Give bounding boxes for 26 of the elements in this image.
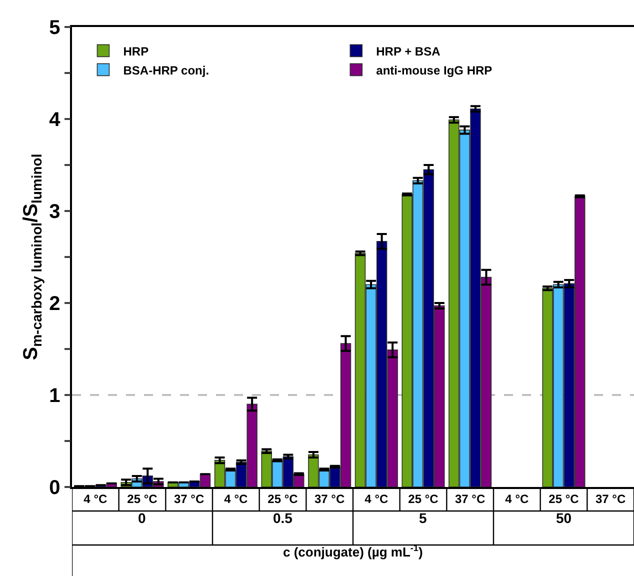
text: 5 xyxy=(419,510,427,526)
x-tick-label: 4 °C xyxy=(224,492,248,506)
legend-label: HRP xyxy=(123,44,149,58)
x-tick-label: 25 °C xyxy=(408,492,439,506)
y-tick-label: 0 xyxy=(49,477,60,499)
text: 0.5 xyxy=(273,510,293,526)
y-tick-label: 1 xyxy=(49,385,60,407)
x-tick-label: 25 °C xyxy=(268,492,298,506)
legend-label: anti-mouse IgG HRP xyxy=(376,63,492,78)
y-tick-label: 4 xyxy=(49,109,62,131)
y-tick-label: 2 xyxy=(49,293,60,315)
x-tick-label: 25 °C xyxy=(548,492,580,506)
y-tick-label: 3 xyxy=(49,201,60,223)
text: 0 xyxy=(138,510,146,526)
x-tick-label: 37 °C xyxy=(455,492,486,506)
x-tick-label: 25 °C xyxy=(127,492,158,506)
x-tick-label: 37 °C xyxy=(596,492,626,506)
legend-label: BSA-HRP conj. xyxy=(123,63,210,78)
x-tick-label: 4 °C xyxy=(364,492,388,506)
x-tick-label: 4 °C xyxy=(505,492,529,506)
x-tick-label: 4 °C xyxy=(84,492,108,506)
text: 50 xyxy=(556,510,572,526)
legend-label: HRP + BSA xyxy=(376,44,441,58)
x-tick-label: 37 °C xyxy=(174,492,204,506)
y-tick-label: 5 xyxy=(49,17,60,39)
x-tick-label: 37 °C xyxy=(314,492,345,506)
